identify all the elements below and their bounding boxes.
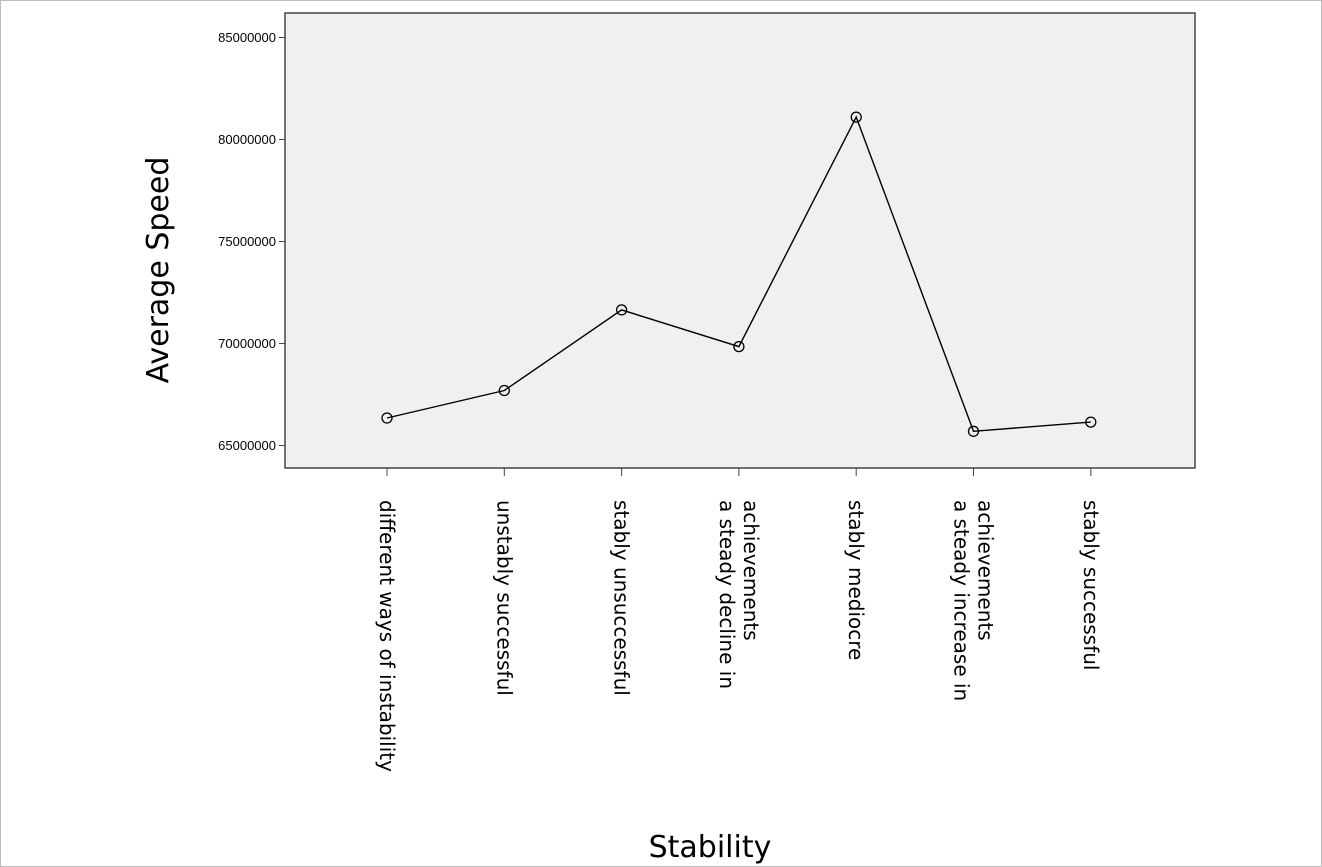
y-axis: 65000000 70000000 75000000 80000000 85000000 bbox=[218, 30, 285, 453]
x-axis-title: Stability bbox=[649, 830, 772, 865]
y-axis-title: Average Speed bbox=[141, 157, 176, 384]
data-point bbox=[498, 384, 510, 397]
x-tick-label: achievements bbox=[739, 500, 763, 641]
x-tick-label: a steady increase in bbox=[950, 500, 974, 701]
data-point bbox=[1085, 416, 1097, 428]
series-average-speed bbox=[381, 111, 1097, 437]
data-point bbox=[381, 412, 393, 424]
y-tick-label: 65000000 bbox=[218, 438, 276, 453]
y-tick-label: 70000000 bbox=[218, 336, 276, 351]
x-axis: different ways of instability unstably su… bbox=[375, 468, 1103, 772]
y-tick-label: 75000000 bbox=[218, 234, 276, 249]
x-tick-label: stably successful bbox=[1079, 500, 1103, 670]
data-point bbox=[967, 425, 980, 437]
y-tick-label: 85000000 bbox=[218, 30, 276, 45]
x-tick-label: different ways of instability bbox=[375, 500, 399, 772]
x-tick-label: unstably successful bbox=[492, 500, 516, 696]
x-tick-label: stably unsuccessful bbox=[610, 500, 634, 696]
data-point bbox=[733, 340, 745, 353]
y-tick-label: 80000000 bbox=[218, 132, 276, 147]
data-point bbox=[615, 304, 628, 316]
x-tick-label: achievements bbox=[974, 500, 998, 641]
plot-area bbox=[284, 12, 1196, 469]
data-point bbox=[850, 111, 862, 123]
x-tick-label: stably mediocre bbox=[844, 500, 868, 660]
series-line bbox=[386, 115, 1091, 433]
x-tick-label: a steady decline in bbox=[715, 500, 739, 689]
